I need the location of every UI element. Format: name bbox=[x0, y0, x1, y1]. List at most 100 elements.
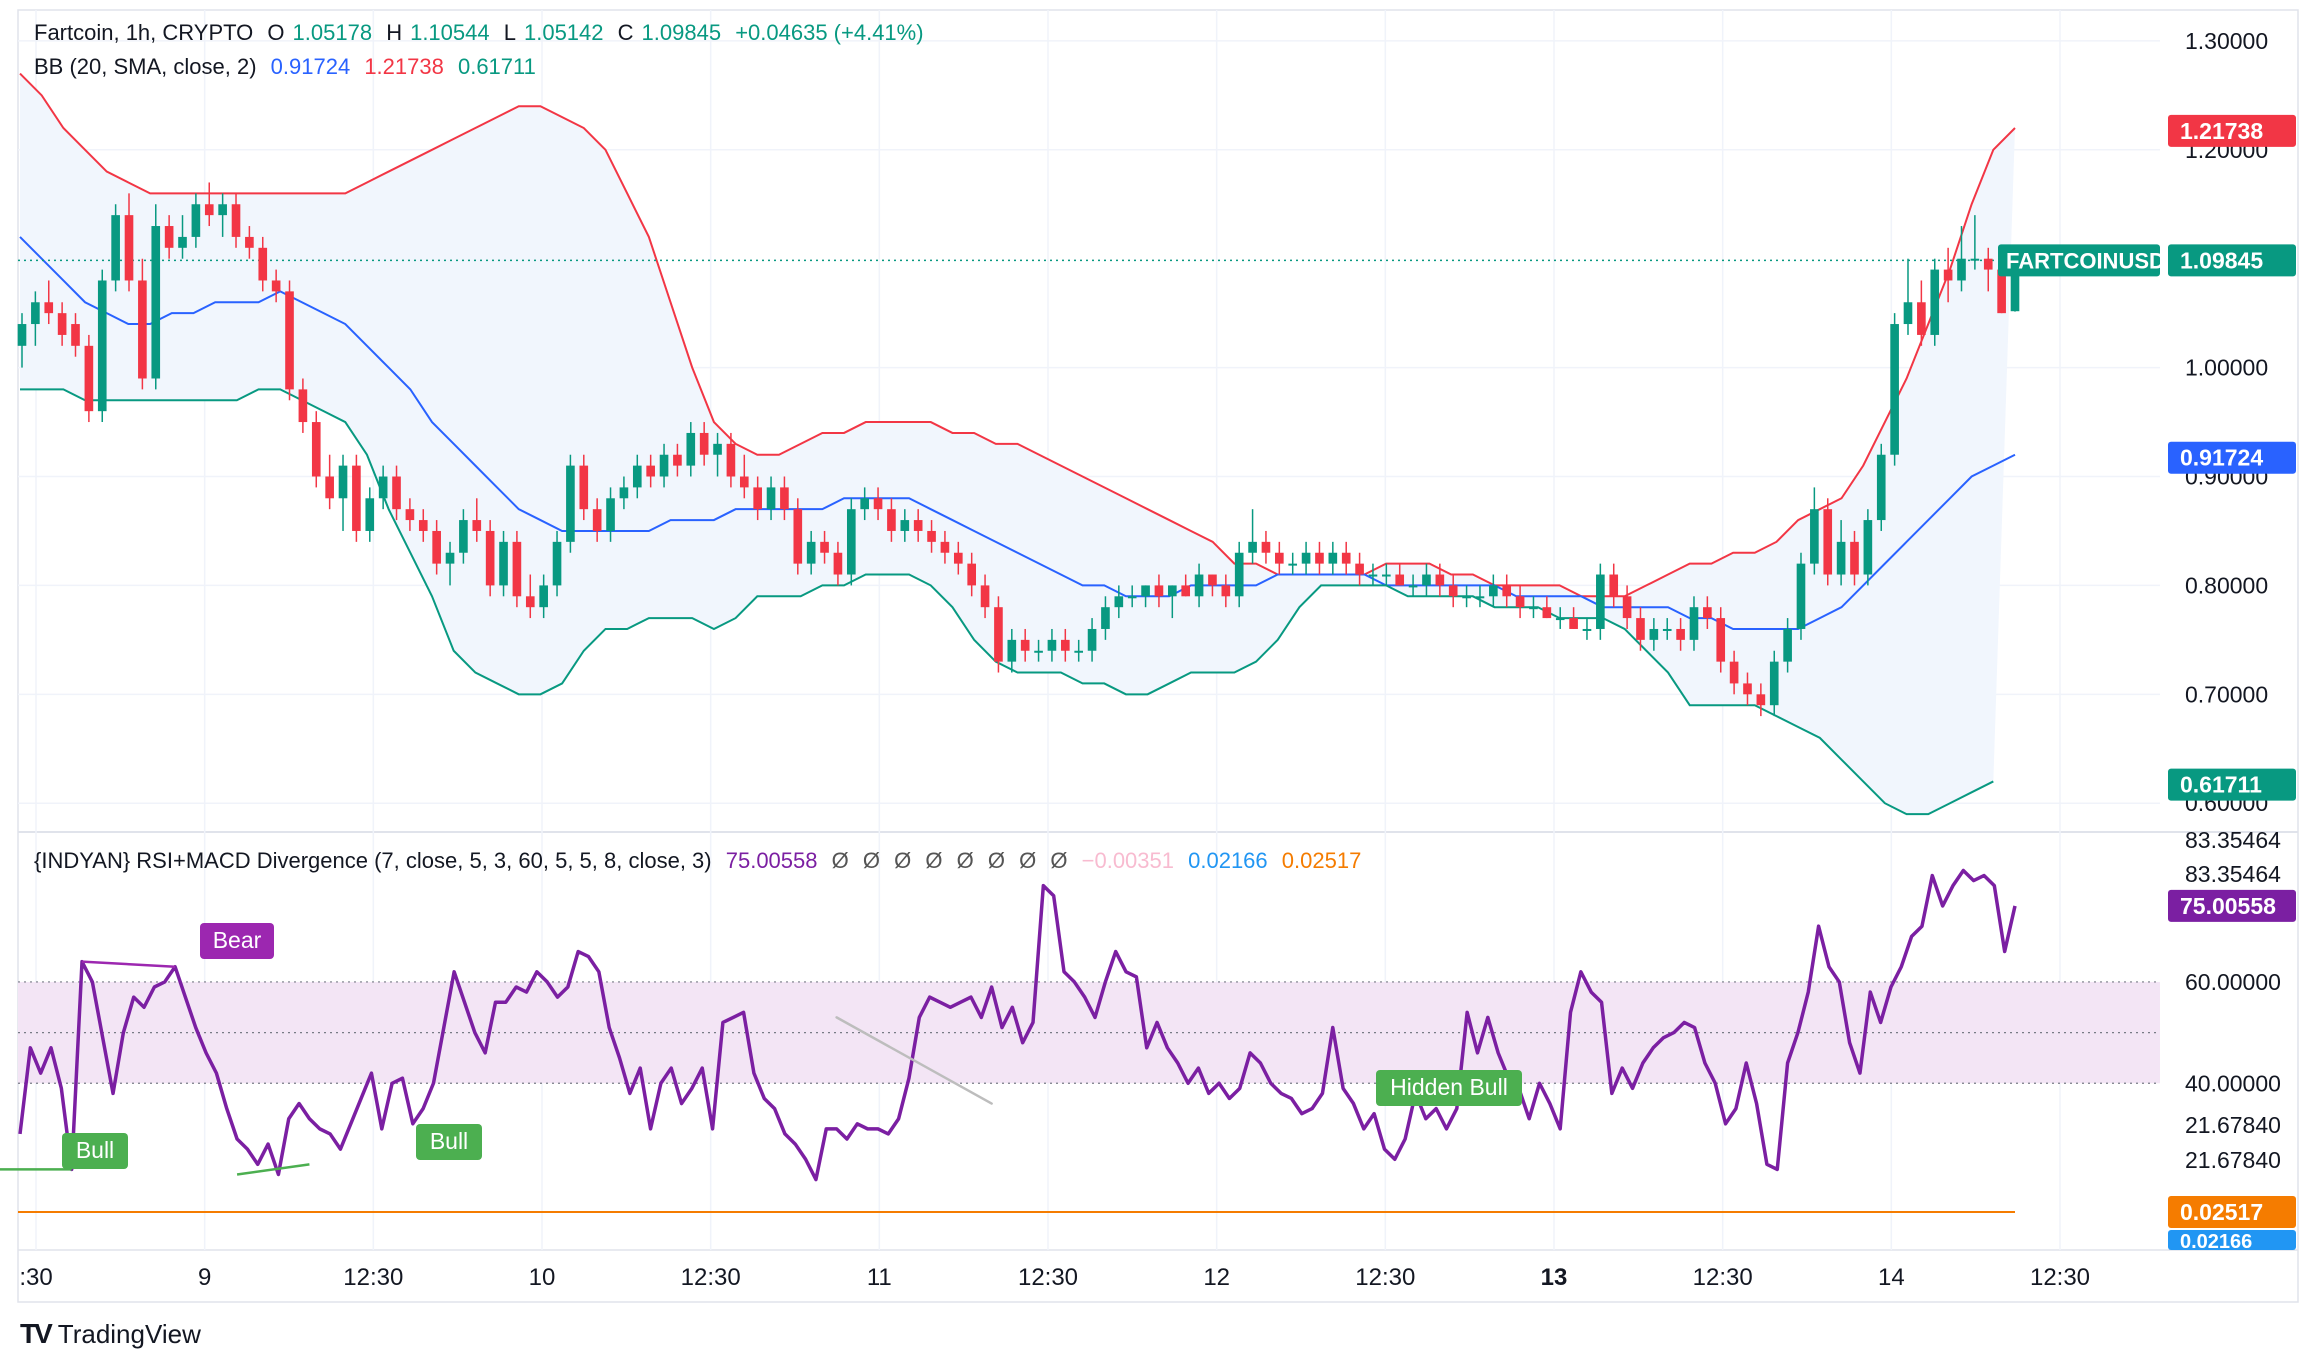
candle-body bbox=[1582, 628, 1592, 631]
y-tick-label: 0.70000 bbox=[2185, 681, 2268, 707]
candle-body bbox=[418, 520, 428, 531]
ind-y-tick-label: 21.67840 bbox=[2185, 1112, 2281, 1138]
candle-body bbox=[806, 541, 816, 564]
candle-body bbox=[365, 498, 375, 531]
candle-body bbox=[1034, 650, 1043, 653]
hidden-bull-divergence-line bbox=[835, 1016, 993, 1105]
candle-body bbox=[846, 509, 856, 575]
candle-body bbox=[1261, 541, 1271, 553]
candle-body bbox=[766, 487, 776, 510]
candle-body bbox=[1127, 596, 1137, 599]
candle-body bbox=[1154, 585, 1164, 597]
tradingview-logo-icon: TV bbox=[20, 1318, 53, 1349]
candle-body bbox=[17, 324, 27, 346]
candle-body bbox=[151, 226, 161, 379]
rsi-tag-bg bbox=[2168, 889, 2296, 922]
bb-basis-value: 0.91724 bbox=[270, 54, 351, 79]
candle-body bbox=[1448, 585, 1458, 597]
bb-upper-value: 1.21738 bbox=[364, 54, 444, 79]
candle-body bbox=[1422, 574, 1431, 586]
candle-body bbox=[1569, 618, 1578, 629]
indicator-v1: −0.00351 bbox=[1081, 848, 1174, 873]
candle-body bbox=[1047, 639, 1057, 651]
candle-body bbox=[753, 487, 762, 510]
macd-tag-bg bbox=[2168, 1196, 2296, 1228]
candle-body bbox=[1475, 596, 1485, 599]
candle-body bbox=[1836, 541, 1846, 575]
candle-body bbox=[1662, 628, 1672, 631]
candle-body bbox=[2010, 260, 2020, 312]
candle-body bbox=[1101, 607, 1110, 629]
candle-body bbox=[980, 585, 990, 608]
bb-basis-tag: 0.91724 bbox=[2180, 445, 2263, 471]
candle-body bbox=[204, 204, 214, 216]
candle-body bbox=[1382, 574, 1391, 577]
candle-body bbox=[887, 509, 896, 531]
candle-body bbox=[1301, 552, 1311, 564]
candle-body bbox=[485, 530, 495, 586]
candle-body bbox=[539, 585, 548, 608]
candle-body bbox=[606, 498, 615, 531]
candle-body bbox=[927, 530, 936, 542]
candle-body bbox=[512, 541, 522, 597]
bb-basis-tag-bg bbox=[2168, 441, 2296, 474]
x-tick-label: 9 bbox=[198, 1264, 211, 1291]
bb-lower-tag-bg bbox=[2168, 768, 2296, 801]
candle-body bbox=[1087, 628, 1097, 651]
candle-body bbox=[1890, 324, 1899, 455]
macd2-tag: 0.02166 bbox=[2180, 1231, 2252, 1253]
candle-body bbox=[659, 454, 669, 477]
candle-body bbox=[833, 552, 843, 575]
candle-body bbox=[1328, 552, 1338, 564]
bb-upper-line bbox=[19, 72, 2016, 598]
indicator-empty-0: Ø bbox=[831, 848, 849, 873]
candle-body bbox=[1729, 661, 1739, 684]
candle-body bbox=[1529, 607, 1538, 610]
candle-body bbox=[1930, 269, 1940, 335]
bull-label-1-bg bbox=[62, 1133, 128, 1169]
candle-body bbox=[1221, 585, 1231, 597]
candle-body bbox=[271, 280, 281, 292]
ind-y-tick-label: 83.35464 bbox=[2185, 827, 2281, 853]
candle-body bbox=[1194, 574, 1204, 597]
bull-divergence-line-2 bbox=[236, 1163, 310, 1176]
ind-y-tick-label: 83.35464 bbox=[2185, 861, 2281, 887]
candle-body bbox=[1622, 596, 1632, 619]
candle-body bbox=[1515, 596, 1525, 608]
candle-body bbox=[793, 509, 803, 564]
rsi-band bbox=[18, 981, 2160, 1084]
candle-body bbox=[1716, 618, 1726, 662]
symbol-legend: Fartcoin, 1h, CRYPTO O 1.05178 H 1.10544 L… bbox=[34, 20, 924, 45]
candle-body bbox=[1823, 509, 1833, 575]
candle-body bbox=[1395, 574, 1405, 586]
x-tick-label: :30 bbox=[19, 1264, 52, 1291]
candle-body bbox=[352, 465, 361, 531]
candle-body bbox=[699, 432, 709, 455]
macd-tag: 0.02517 bbox=[2180, 1199, 2263, 1225]
candle-body bbox=[1542, 607, 1552, 619]
indicator-empty-3: Ø bbox=[925, 848, 943, 873]
open-value: 1.05178 bbox=[292, 20, 373, 45]
candle-body bbox=[432, 530, 441, 564]
bb-legend: BB (20, SMA, close, 2) 0.91724 1.21738 0… bbox=[34, 54, 544, 80]
y-tick-label: 1.00000 bbox=[2185, 355, 2268, 381]
candle-body bbox=[1489, 585, 1498, 597]
candle-body bbox=[994, 607, 1003, 662]
indicator-legend: {INDYAN} RSI+MACD Divergence (7, close, … bbox=[34, 848, 1369, 874]
bb-upper-tag-bg bbox=[2168, 114, 2296, 147]
candle-body bbox=[1970, 258, 1980, 261]
candle-body bbox=[1368, 574, 1378, 577]
x-tick-label: 12:30 bbox=[1693, 1264, 1753, 1291]
candle-body bbox=[1341, 552, 1351, 564]
candle-body bbox=[1462, 596, 1471, 599]
candle-body bbox=[1288, 563, 1298, 566]
tradingview-footer[interactable]: TV TradingView bbox=[20, 1318, 201, 1350]
candle-body bbox=[1248, 541, 1257, 553]
candle-body bbox=[1114, 596, 1124, 608]
bear-label: Bear bbox=[213, 927, 262, 953]
candle-body bbox=[111, 215, 120, 281]
candle-body bbox=[1555, 618, 1565, 621]
candle-body bbox=[1234, 552, 1244, 597]
candle-body bbox=[900, 520, 910, 531]
